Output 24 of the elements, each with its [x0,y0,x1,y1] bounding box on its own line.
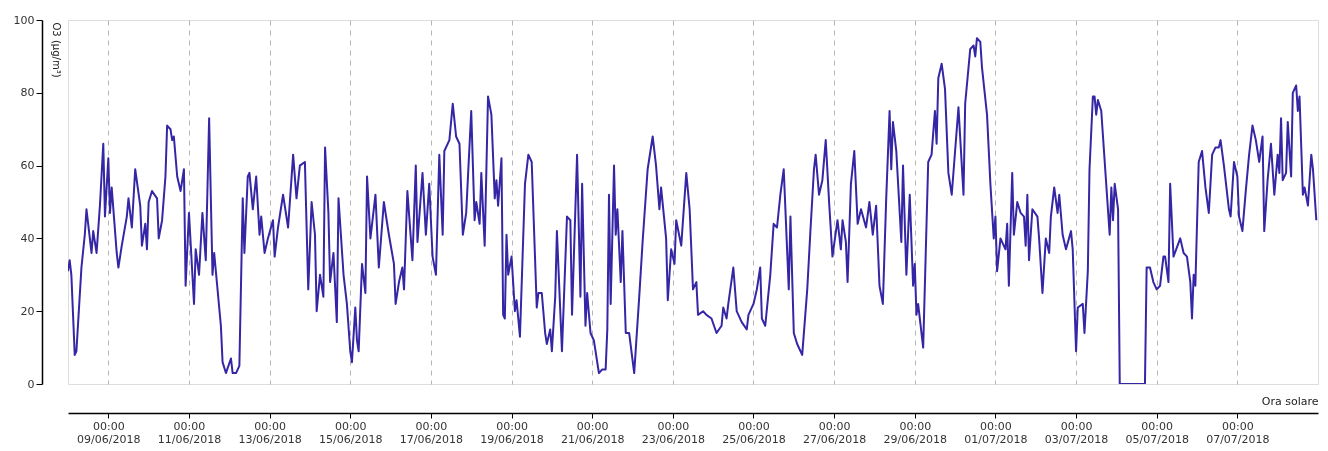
x-tick-label: 00:00 27/06/2018 [802,419,867,446]
x-tick-label: 00:00 21/06/2018 [560,419,625,446]
x-tick-label: 00:00 09/06/2018 [77,419,141,446]
x-tick-label: 00:00 03/07/2018 [1044,419,1109,446]
x-tick-label: 00:00 01/07/2018 [964,419,1028,446]
y-tick-label: 20 [20,304,35,318]
x-tick-label: 00:00 11/06/2018 [157,419,222,446]
line-series [68,37,1318,384]
x-tick-label: 00:00 25/06/2018 [722,419,786,446]
x-tick-label: 00:00 17/06/2018 [399,419,464,446]
x-tick-label: 00:00 05/07/2018 [1125,419,1189,446]
x-tick-label: 00:00 29/06/2018 [883,419,947,446]
y-tick-label: 60 [20,159,35,173]
x-axis-title: Ora solare [1261,394,1319,408]
y-tick-label: 0 [27,377,35,391]
x-tick-label: 00:00 15/06/2018 [319,419,383,446]
y-tick-label: 40 [20,231,35,245]
y-tick-label: 100 [13,13,35,27]
x-tick-label: 00:00 13/06/2018 [238,419,302,446]
x-tick-label: 00:00 23/06/2018 [641,419,706,446]
y-axis-title: O3 (µg/m³) [50,22,62,78]
x-tick-label: 00:00 19/06/2018 [480,419,544,446]
x-tick-label: 00:00 07/07/2018 [1206,419,1270,446]
y-tick-label: 80 [20,86,35,100]
